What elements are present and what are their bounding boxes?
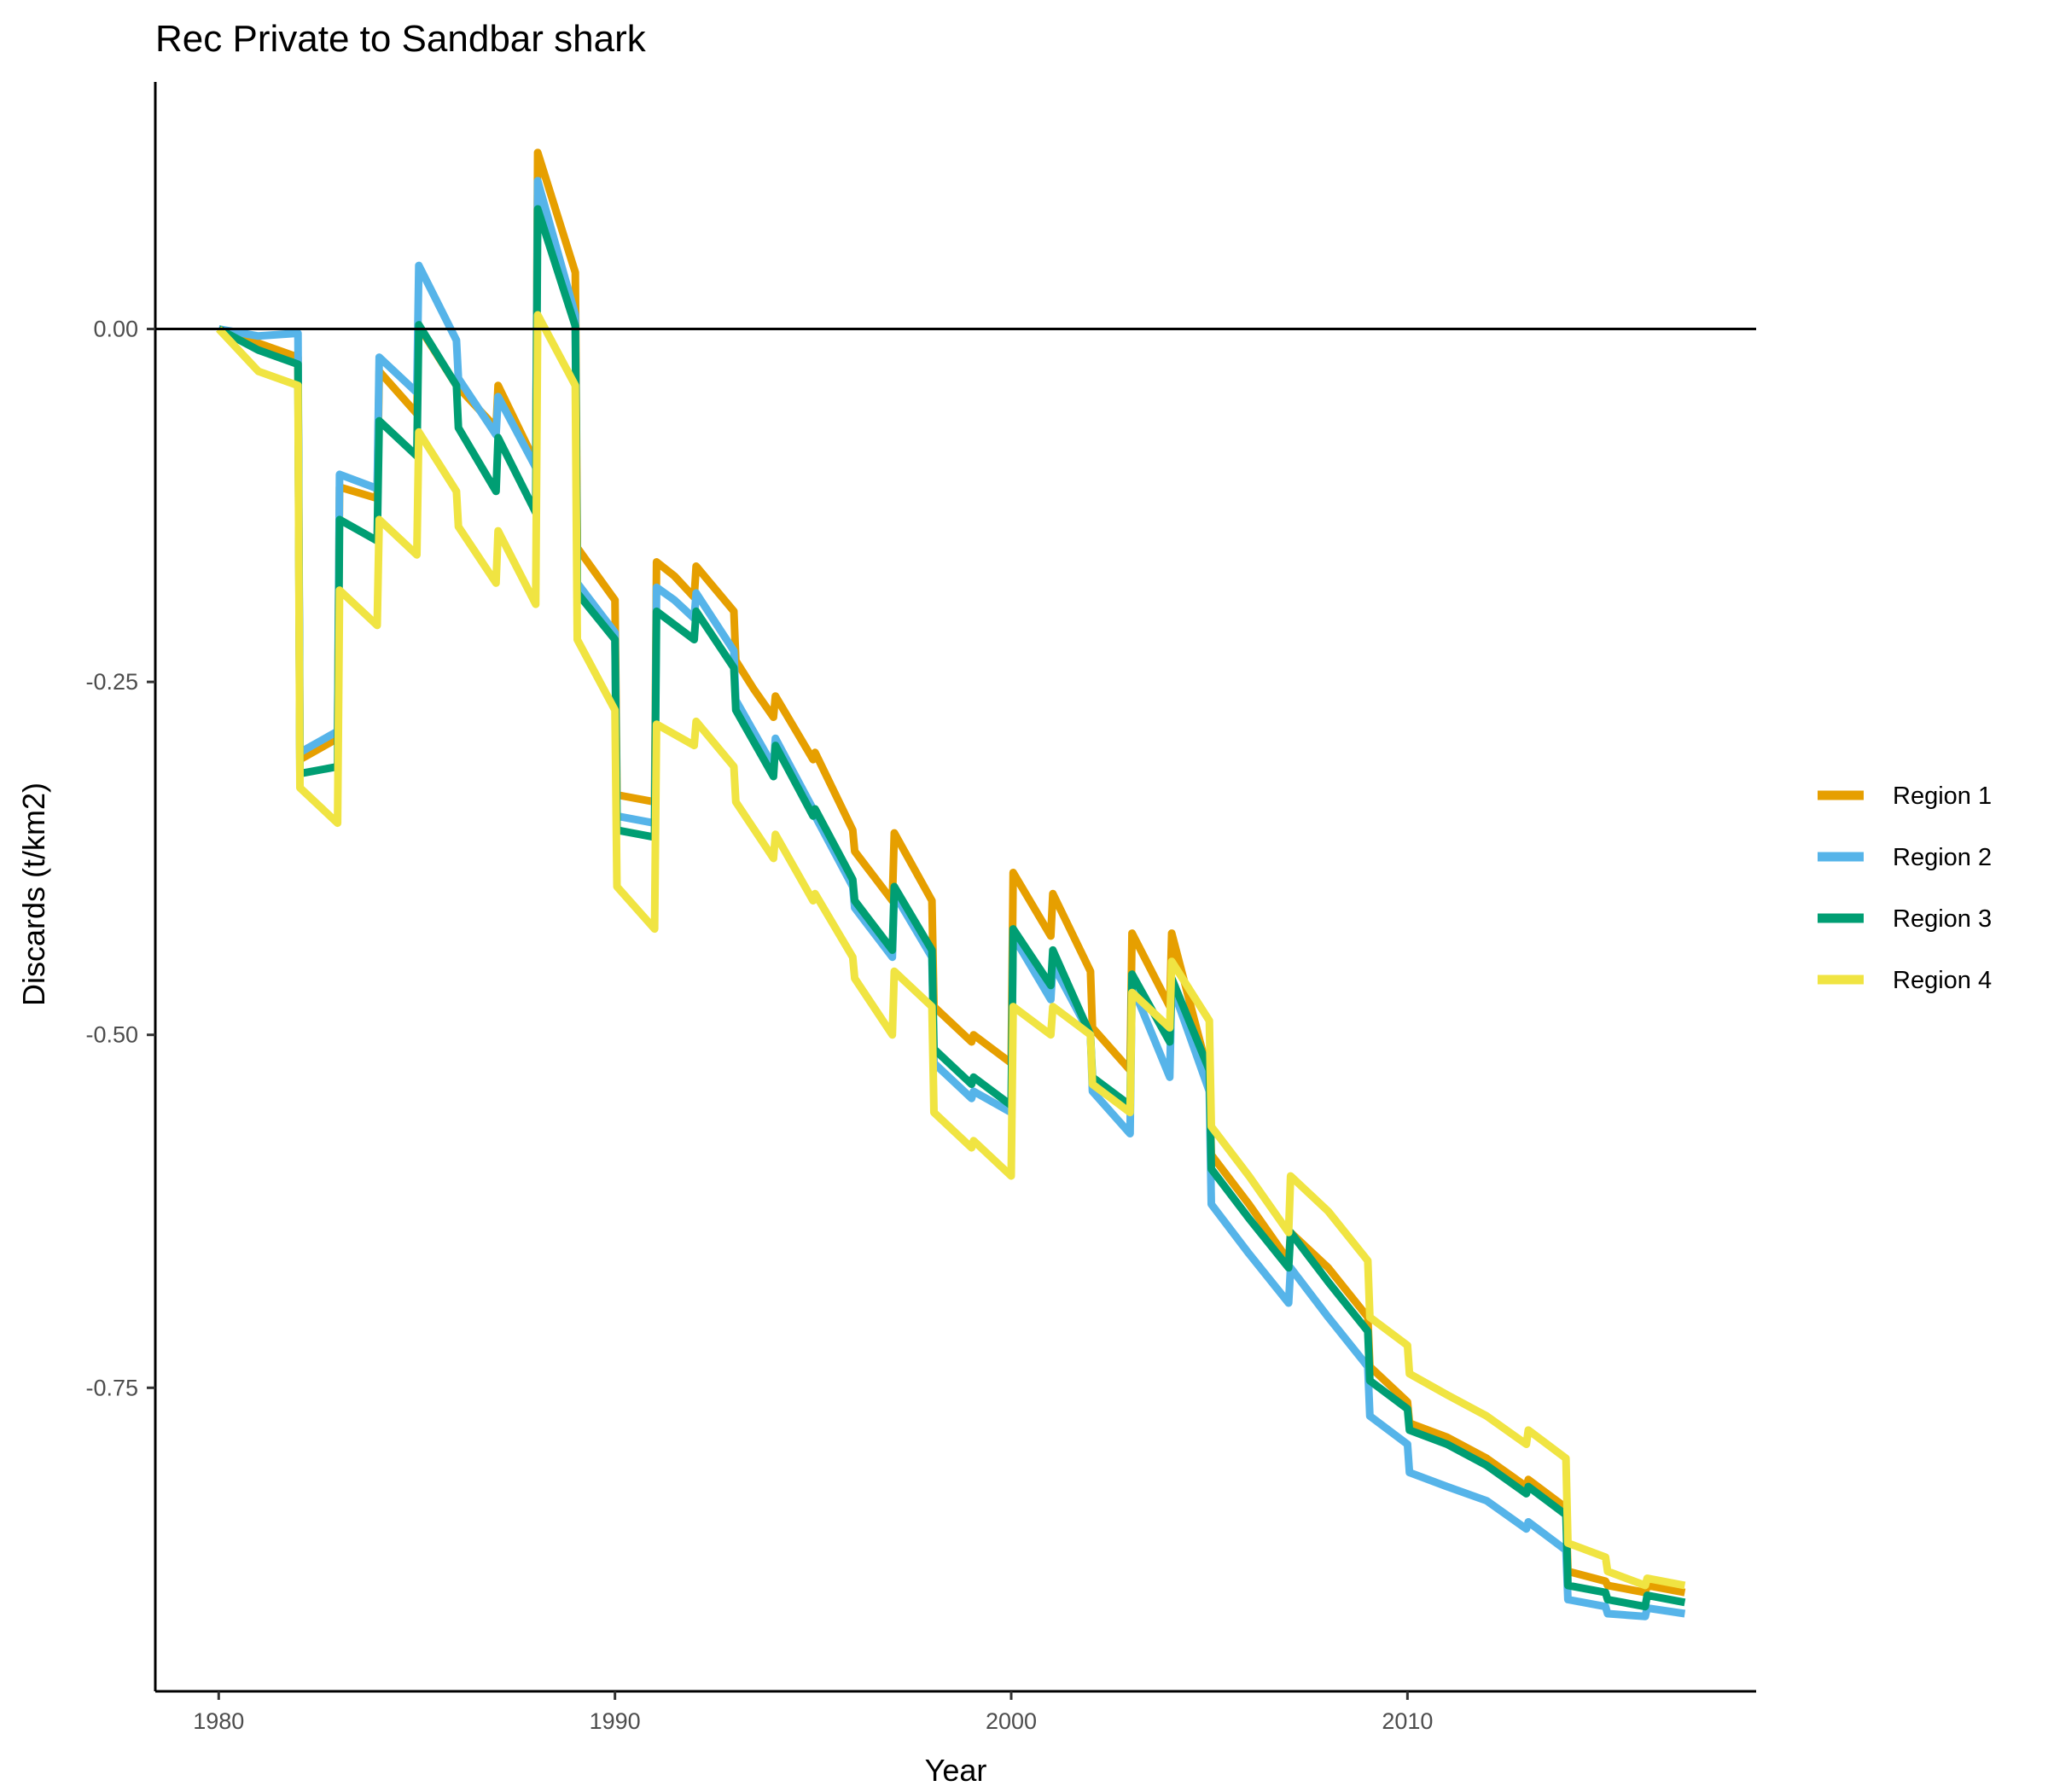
legend-label-region-3: Region 3 (1893, 905, 1992, 933)
x-axis-label: Year (925, 1753, 987, 1788)
x-tick-label: 1990 (590, 1708, 641, 1734)
x-tick-label: 2000 (986, 1708, 1037, 1734)
legend-label-region-4: Region 4 (1893, 967, 1992, 994)
series-line-region-4 (216, 311, 1686, 1590)
series-line-region-3 (217, 205, 1686, 1611)
legend-label-region-2: Region 2 (1893, 844, 1992, 871)
y-tick-label: -0.25 (85, 669, 138, 695)
x-tick-label: 2010 (1382, 1708, 1433, 1734)
chart-title: Rec Private to Sandbar shark (155, 18, 647, 60)
y-axis-label: Discards (t/km2) (16, 783, 51, 1006)
series-layer (216, 148, 1686, 1620)
y-axis-ticks: 0.00 -0.25 -0.50 -0.75 (85, 317, 155, 1400)
y-tick-label: -0.50 (85, 1022, 138, 1048)
y-tick-label: 0.00 (93, 317, 138, 342)
x-tick-label: 1980 (193, 1708, 244, 1734)
legend-label-region-1: Region 1 (1893, 783, 1992, 810)
y-tick-label: -0.75 (85, 1375, 138, 1400)
x-axis-ticks: 1980 1990 2000 2010 (193, 1691, 1433, 1734)
legend: Region 1 Region 2 Region 3 Region 4 (1818, 783, 1992, 994)
plot-area (155, 148, 1756, 1620)
